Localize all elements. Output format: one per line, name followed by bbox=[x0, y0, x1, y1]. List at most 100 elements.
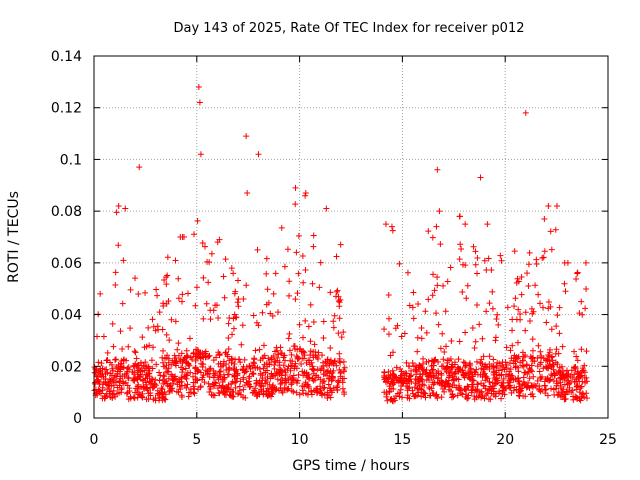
data-point bbox=[422, 394, 429, 401]
data-point bbox=[458, 246, 465, 253]
axis-ticks bbox=[93, 55, 609, 419]
data-point bbox=[109, 320, 116, 327]
data-point bbox=[94, 333, 101, 340]
data-point bbox=[490, 371, 497, 378]
data-point bbox=[550, 366, 557, 373]
data-point bbox=[161, 373, 168, 380]
data-point bbox=[143, 363, 150, 370]
data-point bbox=[226, 315, 233, 322]
data-point bbox=[124, 382, 131, 389]
data-point bbox=[535, 342, 542, 349]
data-point bbox=[545, 377, 552, 384]
data-point bbox=[456, 338, 463, 345]
data-point bbox=[526, 366, 533, 373]
data-point bbox=[293, 249, 300, 256]
data-point bbox=[518, 273, 525, 280]
chart-title: Day 143 of 2025, Rate Of TEC Index for r… bbox=[174, 21, 525, 36]
data-point bbox=[116, 389, 123, 396]
data-point bbox=[326, 360, 333, 367]
y-tick-label: 0.08 bbox=[51, 204, 82, 220]
data-point bbox=[443, 368, 450, 375]
data-point bbox=[518, 291, 525, 298]
data-point bbox=[542, 390, 549, 397]
data-point bbox=[583, 395, 590, 402]
data-point bbox=[286, 347, 293, 354]
data-point bbox=[163, 273, 170, 280]
data-point bbox=[442, 308, 449, 315]
data-point bbox=[153, 286, 160, 293]
data-point bbox=[457, 241, 464, 248]
data-point bbox=[303, 370, 310, 377]
data-point bbox=[255, 322, 262, 329]
data-point bbox=[333, 288, 340, 295]
data-point bbox=[542, 363, 549, 370]
data-point bbox=[573, 394, 580, 401]
data-point bbox=[162, 391, 169, 398]
data-point bbox=[150, 323, 157, 330]
data-point bbox=[423, 376, 430, 383]
data-point bbox=[215, 315, 222, 322]
data-point bbox=[184, 353, 191, 360]
data-point bbox=[285, 335, 292, 342]
data-point bbox=[418, 324, 425, 331]
data-point bbox=[384, 397, 391, 404]
data-point bbox=[260, 365, 267, 372]
data-point bbox=[488, 266, 495, 273]
data-point bbox=[154, 390, 161, 397]
data-point bbox=[125, 375, 132, 382]
data-point bbox=[561, 381, 568, 388]
data-point bbox=[191, 231, 198, 238]
data-point bbox=[499, 391, 506, 398]
data-point bbox=[463, 295, 470, 302]
x-tick-labels: 0 5 10 15 20 25 bbox=[90, 432, 617, 448]
y-tick-label: 0.02 bbox=[51, 359, 82, 375]
data-point bbox=[576, 310, 583, 317]
data-point bbox=[275, 351, 282, 358]
data-point bbox=[276, 370, 283, 377]
data-point bbox=[229, 331, 236, 338]
data-point bbox=[165, 298, 172, 305]
data-point bbox=[409, 360, 416, 367]
data-point bbox=[298, 361, 305, 368]
data-point bbox=[314, 355, 321, 362]
data-point bbox=[416, 382, 423, 389]
data-point bbox=[295, 270, 302, 277]
data-point bbox=[386, 383, 393, 390]
data-point bbox=[320, 371, 327, 378]
data-point bbox=[325, 375, 332, 382]
data-point bbox=[228, 265, 235, 272]
data-point bbox=[144, 371, 151, 378]
data-point bbox=[114, 384, 121, 391]
data-point bbox=[229, 356, 236, 363]
data-point bbox=[177, 234, 184, 240]
data-point bbox=[315, 349, 322, 356]
data-point bbox=[571, 371, 578, 378]
data-point bbox=[262, 380, 269, 387]
data-point bbox=[304, 374, 311, 381]
data-point bbox=[247, 365, 254, 372]
data-point bbox=[321, 391, 328, 398]
data-point bbox=[450, 376, 457, 383]
data-point bbox=[427, 392, 434, 399]
data-point bbox=[544, 376, 551, 383]
data-point bbox=[324, 356, 331, 363]
data-point bbox=[104, 349, 111, 356]
data-point bbox=[143, 396, 150, 403]
data-point bbox=[406, 395, 413, 402]
data-point bbox=[161, 276, 168, 283]
data-point bbox=[418, 335, 425, 342]
data-point bbox=[522, 309, 529, 316]
data-point bbox=[331, 312, 338, 319]
data-point bbox=[252, 385, 259, 392]
data-point bbox=[175, 275, 182, 282]
data-point bbox=[327, 387, 334, 394]
data-point bbox=[201, 350, 208, 357]
data-point bbox=[293, 389, 300, 396]
data-point bbox=[527, 353, 534, 360]
data-point bbox=[537, 300, 544, 307]
data-point bbox=[294, 290, 301, 297]
data-point bbox=[233, 378, 240, 385]
data-point bbox=[284, 246, 291, 253]
data-point bbox=[278, 379, 285, 386]
data-point bbox=[237, 359, 244, 366]
